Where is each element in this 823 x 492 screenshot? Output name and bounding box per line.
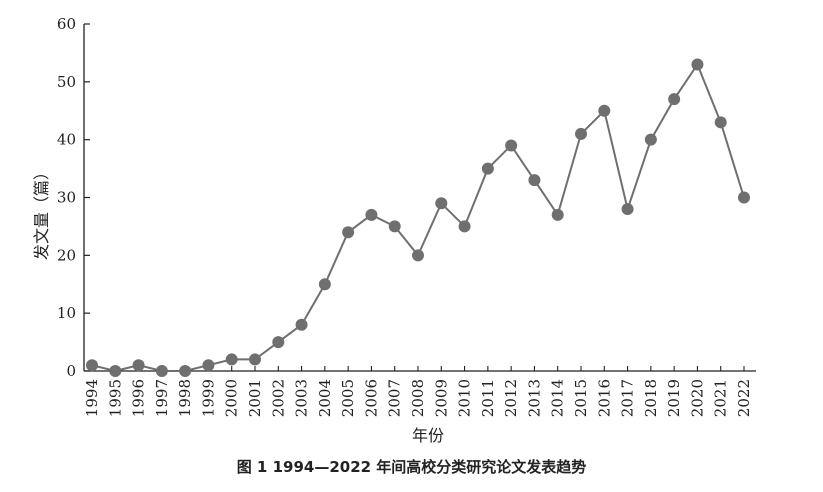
x-tick-label: 2005 — [339, 379, 357, 417]
y-tick-label: 50 — [57, 73, 76, 91]
x-tick-label: 1999 — [199, 379, 217, 417]
x-tick-label: 1997 — [153, 379, 171, 417]
data-point — [738, 191, 750, 204]
data-point — [202, 359, 215, 372]
x-tick-label: 1995 — [106, 379, 124, 417]
x-tick-label: 2015 — [572, 379, 590, 417]
data-point — [342, 226, 355, 239]
series-layer — [86, 58, 750, 377]
x-tick-label: 2011 — [479, 379, 497, 417]
x-tick-label: 2007 — [386, 379, 404, 417]
x-tick-label: 2000 — [223, 379, 241, 417]
x-tick-label: 2016 — [595, 379, 613, 417]
x-tick-label: 2008 — [409, 379, 427, 417]
data-point — [132, 359, 145, 372]
data-point — [155, 365, 168, 377]
y-tick-label: 10 — [57, 304, 76, 322]
data-point — [551, 208, 564, 221]
data-point — [86, 359, 98, 372]
x-axis-ticks: 1994 1995 1996 1997 1998 1999 2000 2001 2002 2003… — [83, 366, 753, 417]
data-point — [481, 162, 494, 175]
y-axis-title: 发文量（篇） — [32, 164, 51, 260]
y-tick-label: 20 — [57, 246, 76, 264]
x-tick-label: 2013 — [525, 379, 543, 417]
x-tick-label: 2009 — [432, 379, 450, 417]
x-tick-label: 2001 — [246, 379, 264, 417]
x-tick-label: 2004 — [316, 379, 334, 417]
x-tick-label: 2003 — [293, 379, 311, 417]
data-point — [691, 58, 704, 71]
data-point — [295, 318, 308, 331]
y-axis-ticks: 0 10 20 30 40 50 60 — [57, 15, 90, 380]
x-tick-label: 2020 — [688, 379, 706, 417]
x-tick-label: 2017 — [619, 379, 637, 417]
x-tick-label: 1994 — [83, 379, 101, 417]
x-tick-label: 2006 — [362, 379, 380, 417]
figure-caption: 图 1 1994—2022 年间高校分类研究论文发表趋势 — [236, 458, 587, 476]
data-point — [365, 208, 378, 221]
data-point — [225, 353, 238, 366]
data-point — [272, 336, 285, 349]
data-point — [621, 203, 634, 216]
x-tick-label: 2021 — [712, 379, 730, 417]
data-point — [668, 93, 681, 106]
data-point — [458, 220, 471, 233]
data-point — [575, 127, 587, 140]
data-point — [644, 133, 657, 146]
series-line — [91, 62, 745, 373]
data-point — [318, 278, 331, 291]
x-tick-label: 2014 — [549, 379, 567, 417]
axes — [83, 24, 756, 372]
data-point — [109, 365, 122, 377]
data-point — [435, 197, 448, 210]
data-point — [528, 174, 541, 187]
data-point — [505, 139, 518, 152]
data-point — [714, 116, 727, 129]
x-tick-label: 2002 — [269, 379, 287, 417]
x-tick-label: 2022 — [735, 379, 753, 417]
x-tick-label: 2010 — [456, 379, 474, 417]
x-tick-label: 2019 — [665, 379, 683, 417]
data-point — [388, 220, 401, 233]
y-tick-label: 30 — [57, 189, 76, 207]
data-point — [179, 365, 192, 377]
y-tick-label: 40 — [57, 131, 76, 149]
x-tick-label: 2012 — [502, 379, 520, 417]
x-axis-title: 年份 — [412, 426, 444, 445]
x-tick-label: 1998 — [176, 379, 194, 417]
x-tick-label: 1996 — [130, 379, 148, 417]
y-tick-label: 60 — [57, 15, 76, 33]
data-point — [249, 353, 261, 366]
data-point — [598, 104, 611, 117]
y-tick-label: 0 — [66, 362, 76, 380]
x-tick-label: 2018 — [642, 379, 660, 417]
data-point — [412, 249, 424, 262]
